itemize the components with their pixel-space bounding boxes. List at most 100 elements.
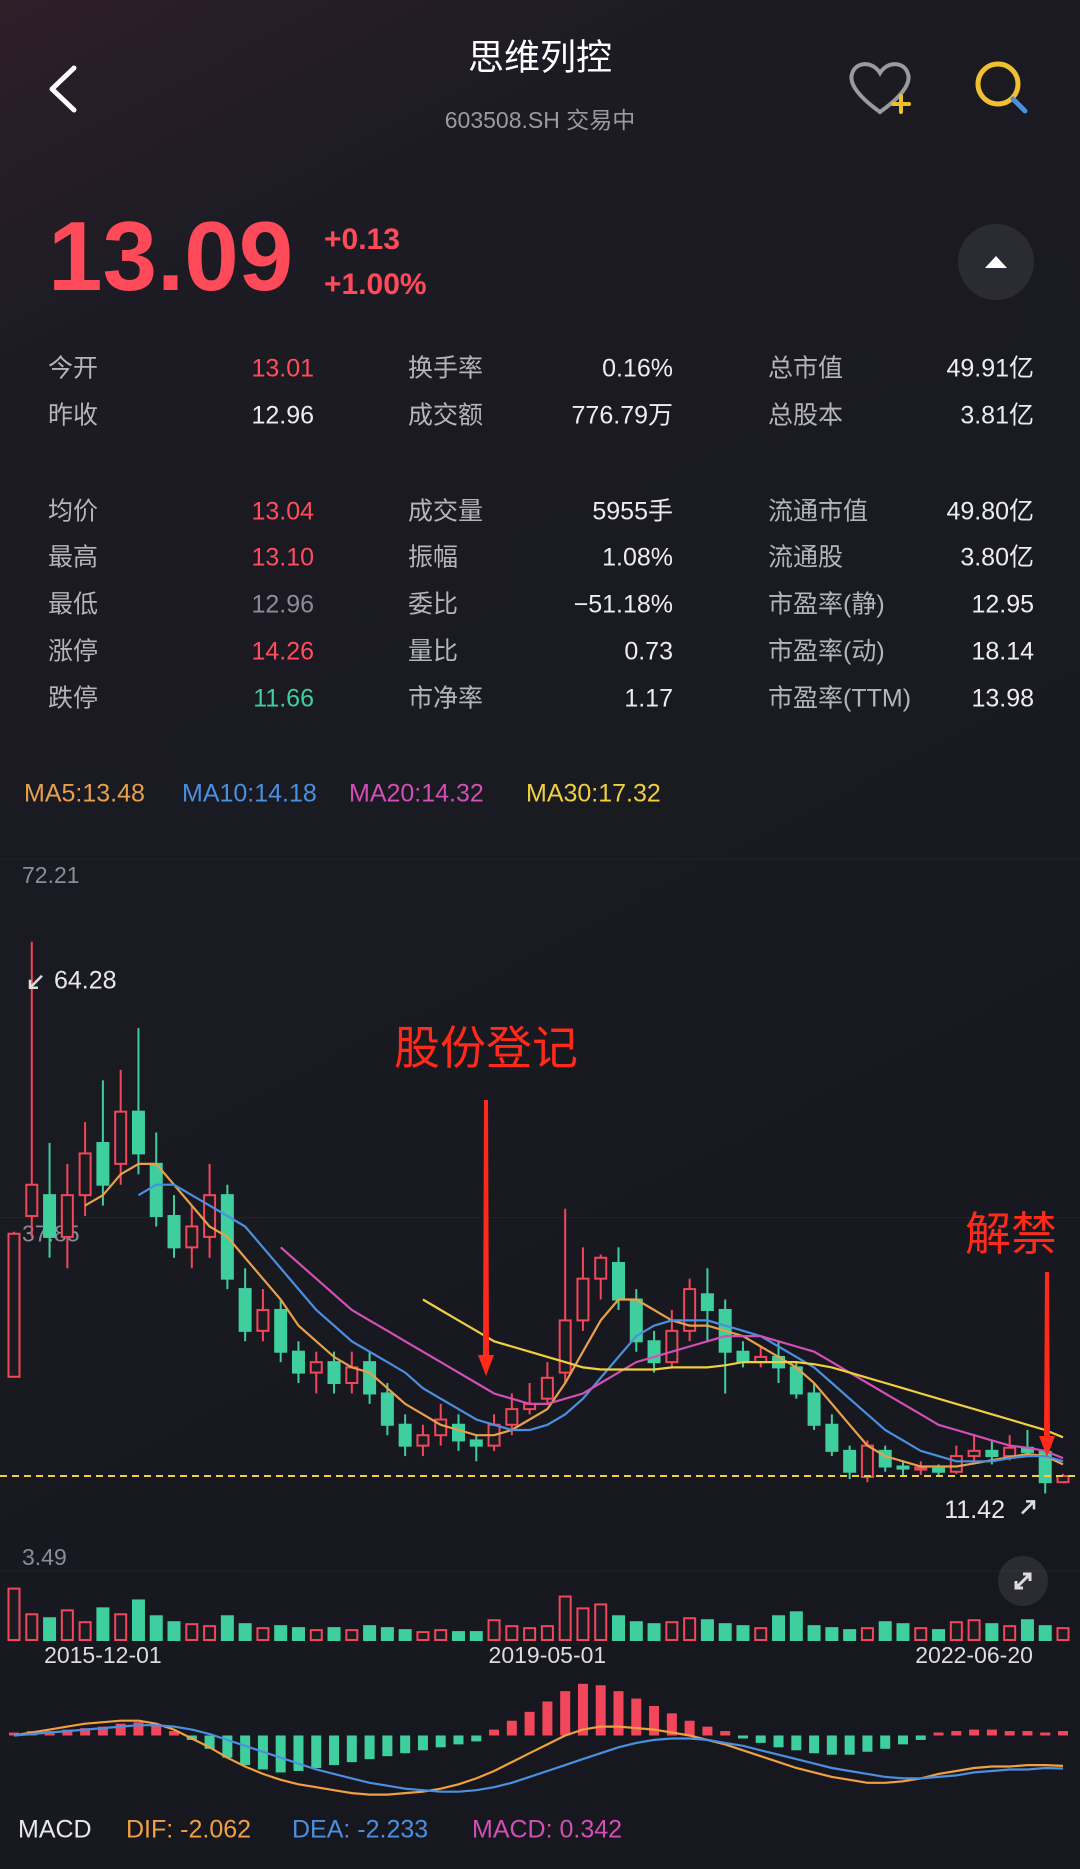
candle-body [256,1308,270,1332]
watchlist-button[interactable] [849,62,911,115]
candle-body [665,1329,679,1364]
macd-bar [826,1735,837,1755]
volume-bar [309,1629,323,1642]
stock-code: 603508.SH 交易中 [445,107,635,133]
stat-value: 776.79万 [572,402,673,430]
macd-bar [666,1713,677,1736]
macd-legend: MACD: 0.342 [472,1816,622,1844]
ma-line [137,1183,1064,1463]
volume-bar [896,1623,910,1641]
ma-legend: MA5:13.48 [24,780,145,808]
ma-line [422,1298,1064,1439]
macd-bar [897,1735,908,1745]
stat-label: 市盈率(静) [768,591,885,619]
candle-body [416,1434,430,1447]
stat-label: 成交额 [408,402,483,430]
high-label: 64.28 [54,966,117,994]
annotation-arrow [1039,1272,1055,1457]
stock-name: 思维列控 [468,37,612,78]
stat-value: 3.80亿 [960,544,1034,572]
volume-bar [256,1627,270,1642]
macd-bar [577,1683,588,1736]
macd-bar [737,1735,748,1739]
macd-bar [684,1720,695,1736]
candle-body [683,1288,697,1332]
volume-bar [185,1623,199,1641]
stat-value: 12.95 [971,591,1034,619]
volume-bar [238,1623,252,1641]
volume-bar [843,1629,857,1642]
macd-bar [240,1735,251,1766]
macd-bar [631,1698,642,1736]
volume-bar [96,1607,110,1642]
search-button[interactable] [975,61,1028,114]
volume-bar [612,1615,626,1641]
expand-button[interactable] [998,1556,1048,1606]
stat-value: 0.16% [602,355,673,383]
stat-value: 18.14 [971,638,1034,666]
volume-bar [932,1629,946,1642]
macd-bar [951,1731,962,1736]
volume-bar [1038,1625,1052,1641]
candle-body [43,1194,57,1238]
volume-bar [647,1623,661,1641]
back-button[interactable] [49,65,77,113]
volume-bar [949,1621,963,1641]
volume-bar [363,1625,377,1641]
macd-bar [293,1735,304,1771]
candle-body [149,1162,163,1218]
plus-icon [891,94,911,114]
candle-body [1003,1446,1017,1458]
macd-bar [915,1735,926,1740]
collapse-icon [985,256,1007,268]
macd-bar [844,1735,855,1755]
macd-bar [115,1723,126,1736]
volume-bar [167,1621,181,1641]
stat-label: 成交量 [408,498,483,526]
stat-value: 13.10 [251,544,314,572]
volume-tick-label: 3.49 [22,1544,67,1570]
macd-bar [471,1735,482,1742]
volume-bar [523,1627,537,1642]
stat-value: 13.01 [251,355,314,383]
volume-bar [540,1625,554,1641]
volume-bar [594,1603,608,1641]
volume-bar [149,1615,163,1641]
volume-bar [878,1621,892,1641]
macd-bar [1040,1732,1051,1736]
macd-bar [720,1731,731,1736]
stat-label: 委比 [408,591,458,619]
candle-body [274,1308,288,1353]
expand-icon [1014,1572,1032,1590]
stat-value: 49.91亿 [946,355,1034,383]
macd-bar [97,1726,108,1736]
annotation: 解禁 [965,1208,1057,1260]
collapse-button[interactable] [958,224,1034,300]
stat-value: 1.17 [624,685,673,713]
stat-value: 12.96 [251,402,314,430]
candle-body [131,1110,145,1155]
macd-bar [133,1722,144,1736]
volume-bar [60,1609,74,1642]
candle-body [7,1232,21,1378]
volume-bar [451,1631,465,1641]
macd-line [13,1719,1064,1796]
stat-label: 最高 [48,544,98,572]
candle-body [363,1361,377,1395]
candle-body [505,1408,519,1426]
stat-value: 0.73 [624,638,673,666]
candle-body [736,1350,750,1364]
macd-bar [151,1725,162,1736]
low-label: 11.42 [944,1496,1005,1524]
macd-bar [791,1735,802,1751]
volume-bar [558,1595,572,1641]
macd-bar [329,1735,340,1766]
last-price: 13.09 [48,201,293,311]
candle-body [967,1449,981,1458]
macd-bar [311,1735,322,1769]
macd-bar [862,1735,873,1752]
x-tick-label: 2019-05-01 [489,1642,607,1668]
candle-body [540,1376,554,1400]
candle-body [167,1215,181,1249]
